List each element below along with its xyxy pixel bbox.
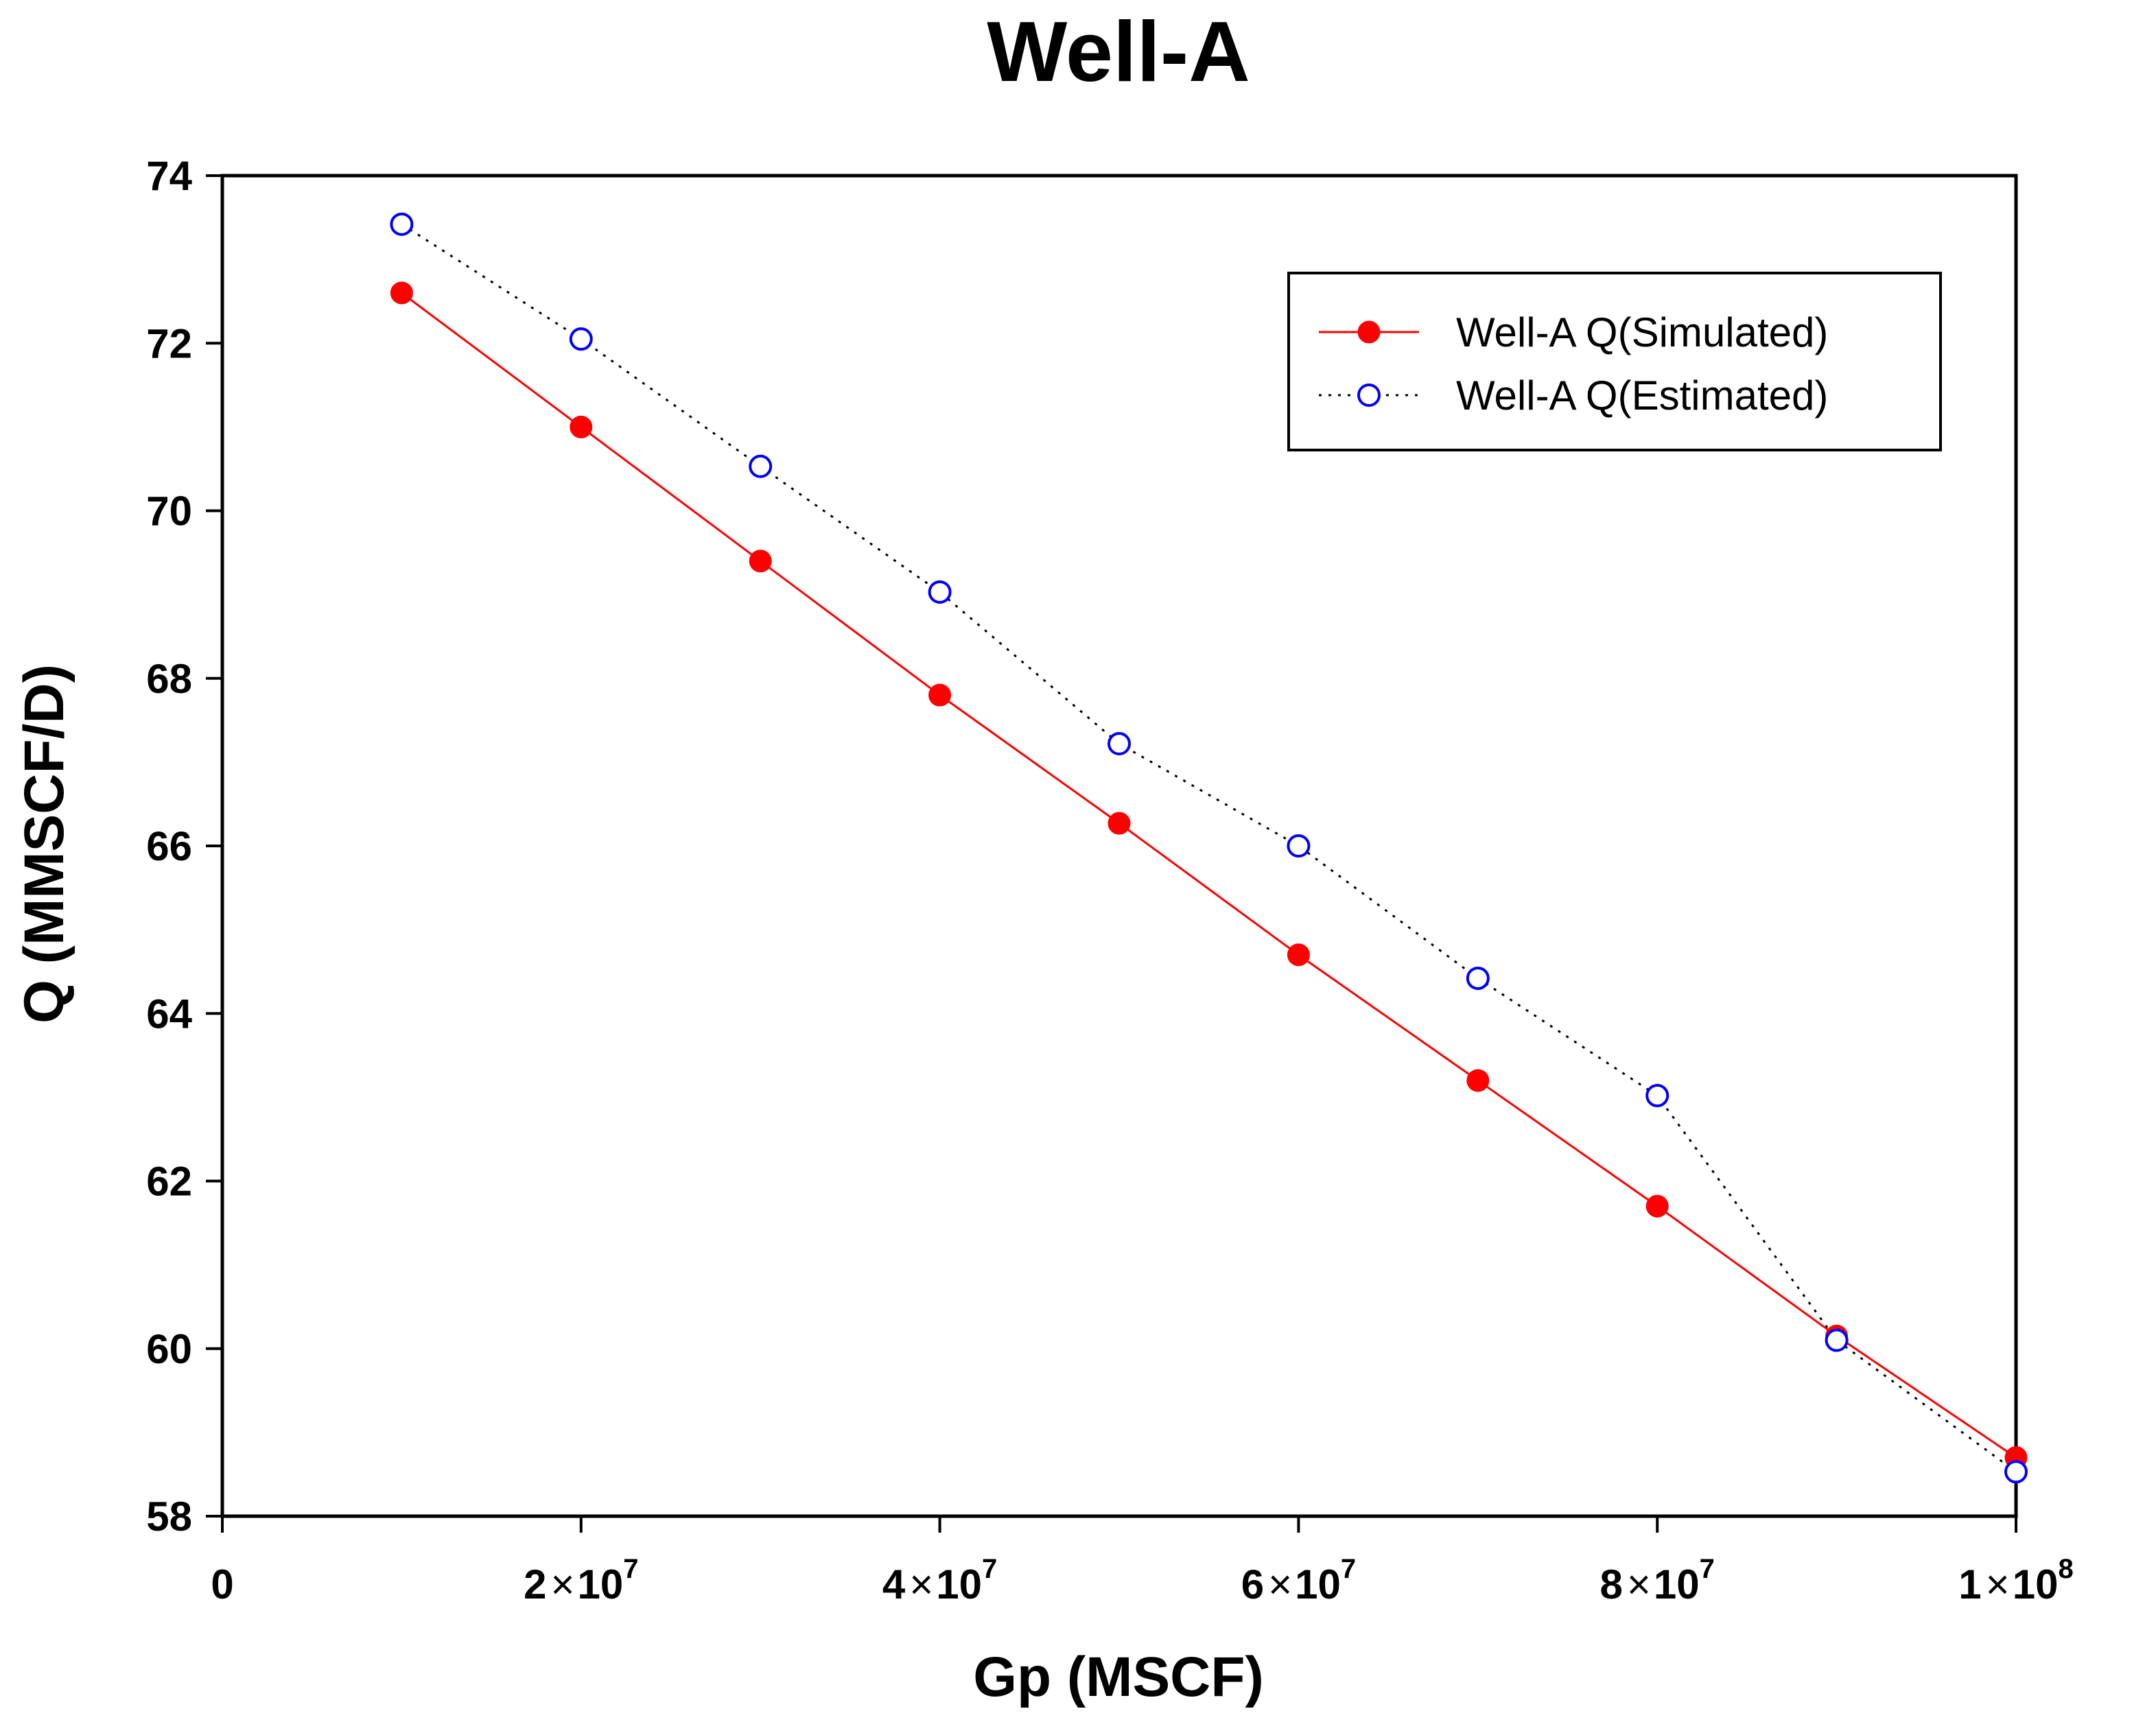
x-tick-exponent: 7 bbox=[1700, 1554, 1715, 1584]
data-point bbox=[928, 580, 952, 604]
data-point bbox=[570, 415, 593, 438]
y-tick-label: 58 bbox=[146, 1494, 192, 1540]
legend-marker bbox=[1357, 320, 1381, 344]
data-point bbox=[1108, 732, 1131, 756]
y-tick-label: 72 bbox=[146, 320, 192, 366]
data-point bbox=[1287, 834, 1311, 858]
x-tick-mantissa: 8 bbox=[1600, 1561, 1622, 1607]
x-tick-exponent: 7 bbox=[982, 1554, 997, 1584]
series-line bbox=[401, 292, 2017, 1459]
data-point bbox=[1287, 943, 1310, 967]
legend: Well-A Q(Simulated) Well-A Q(Estimated) bbox=[1287, 272, 1942, 451]
data-point bbox=[928, 683, 952, 707]
x-tick-base: 10 bbox=[1295, 1561, 1341, 1607]
y-tick-label: 64 bbox=[146, 991, 192, 1037]
x-tick-times: × bbox=[550, 1561, 574, 1607]
data-point bbox=[390, 212, 414, 236]
x-tick-mantissa: 6 bbox=[1241, 1561, 1264, 1607]
x-tick-mantissa: 2 bbox=[524, 1561, 546, 1607]
legend-label: Well-A Q(Estimated) bbox=[1456, 373, 1828, 418]
legend-label: Well-A Q(Simulated) bbox=[1456, 309, 1828, 355]
data-point bbox=[1108, 812, 1131, 835]
x-tick-base: 10 bbox=[1654, 1561, 1700, 1607]
chart-title: Well-A bbox=[987, 5, 1250, 99]
x-tick-times: × bbox=[1268, 1561, 1292, 1607]
legend-item: Well-A Q(Estimated) bbox=[1319, 373, 1828, 418]
data-point bbox=[390, 281, 413, 305]
legend-item: Well-A Q(Simulated) bbox=[1319, 309, 1828, 355]
x-tick-exponent: 7 bbox=[623, 1554, 638, 1584]
x-tick-label: 8 ×107 bbox=[1600, 1554, 1714, 1607]
x-tick-mantissa: 1 bbox=[1958, 1561, 1981, 1607]
x-tick-times: × bbox=[909, 1561, 933, 1607]
y-tick-label: 74 bbox=[146, 153, 192, 199]
data-point bbox=[1466, 966, 1490, 990]
legend-marker bbox=[1357, 384, 1381, 407]
data-point bbox=[1825, 1328, 1849, 1352]
y-axis-ticks: 58 60 62 64 66 68 70 72 74 bbox=[146, 153, 222, 1540]
x-tick-base: 10 bbox=[2013, 1561, 2059, 1607]
x-tick-base: 10 bbox=[578, 1561, 624, 1607]
x-axis-label: Gp (MSCF) bbox=[973, 1646, 1264, 1708]
y-axis-label: Q (MMSCF/D) bbox=[13, 664, 75, 1024]
data-point bbox=[749, 454, 773, 478]
x-tick-label: 1 ×108 bbox=[1958, 1554, 2073, 1607]
series-estimated bbox=[390, 212, 2028, 1484]
y-tick-label: 68 bbox=[146, 656, 192, 702]
x-tick-exponent: 8 bbox=[2058, 1554, 2073, 1584]
data-point bbox=[1645, 1083, 1669, 1107]
data-point bbox=[1645, 1194, 1669, 1218]
series-layer bbox=[390, 212, 2028, 1484]
legend-box bbox=[1287, 272, 1942, 451]
series-line bbox=[401, 223, 2017, 1473]
y-tick-label: 62 bbox=[146, 1159, 192, 1205]
x-tick-times: × bbox=[1627, 1561, 1651, 1607]
x-axis-ticks: 0 2 ×107 4 ×107 6 ×107 8 ×107 1 ×108 bbox=[211, 1516, 2074, 1607]
data-point bbox=[1466, 1069, 1490, 1092]
x-tick-label: 6 ×107 bbox=[1241, 1554, 1356, 1607]
x-tick-mantissa: 4 bbox=[882, 1561, 906, 1607]
x-tick-label: 2 ×107 bbox=[524, 1554, 638, 1607]
x-tick-times: × bbox=[1986, 1561, 2010, 1607]
y-tick-label: 66 bbox=[146, 823, 192, 869]
y-tick-label: 70 bbox=[146, 488, 192, 534]
data-point bbox=[569, 327, 593, 351]
y-tick-label: 60 bbox=[146, 1326, 192, 1372]
x-tick-label: 4 ×107 bbox=[882, 1554, 997, 1607]
x-tick-base: 10 bbox=[936, 1561, 982, 1607]
x-tick-exponent: 7 bbox=[1341, 1554, 1356, 1584]
x-tick-label: 0 bbox=[211, 1561, 233, 1607]
data-point bbox=[749, 550, 772, 573]
data-point bbox=[2004, 1460, 2028, 1484]
